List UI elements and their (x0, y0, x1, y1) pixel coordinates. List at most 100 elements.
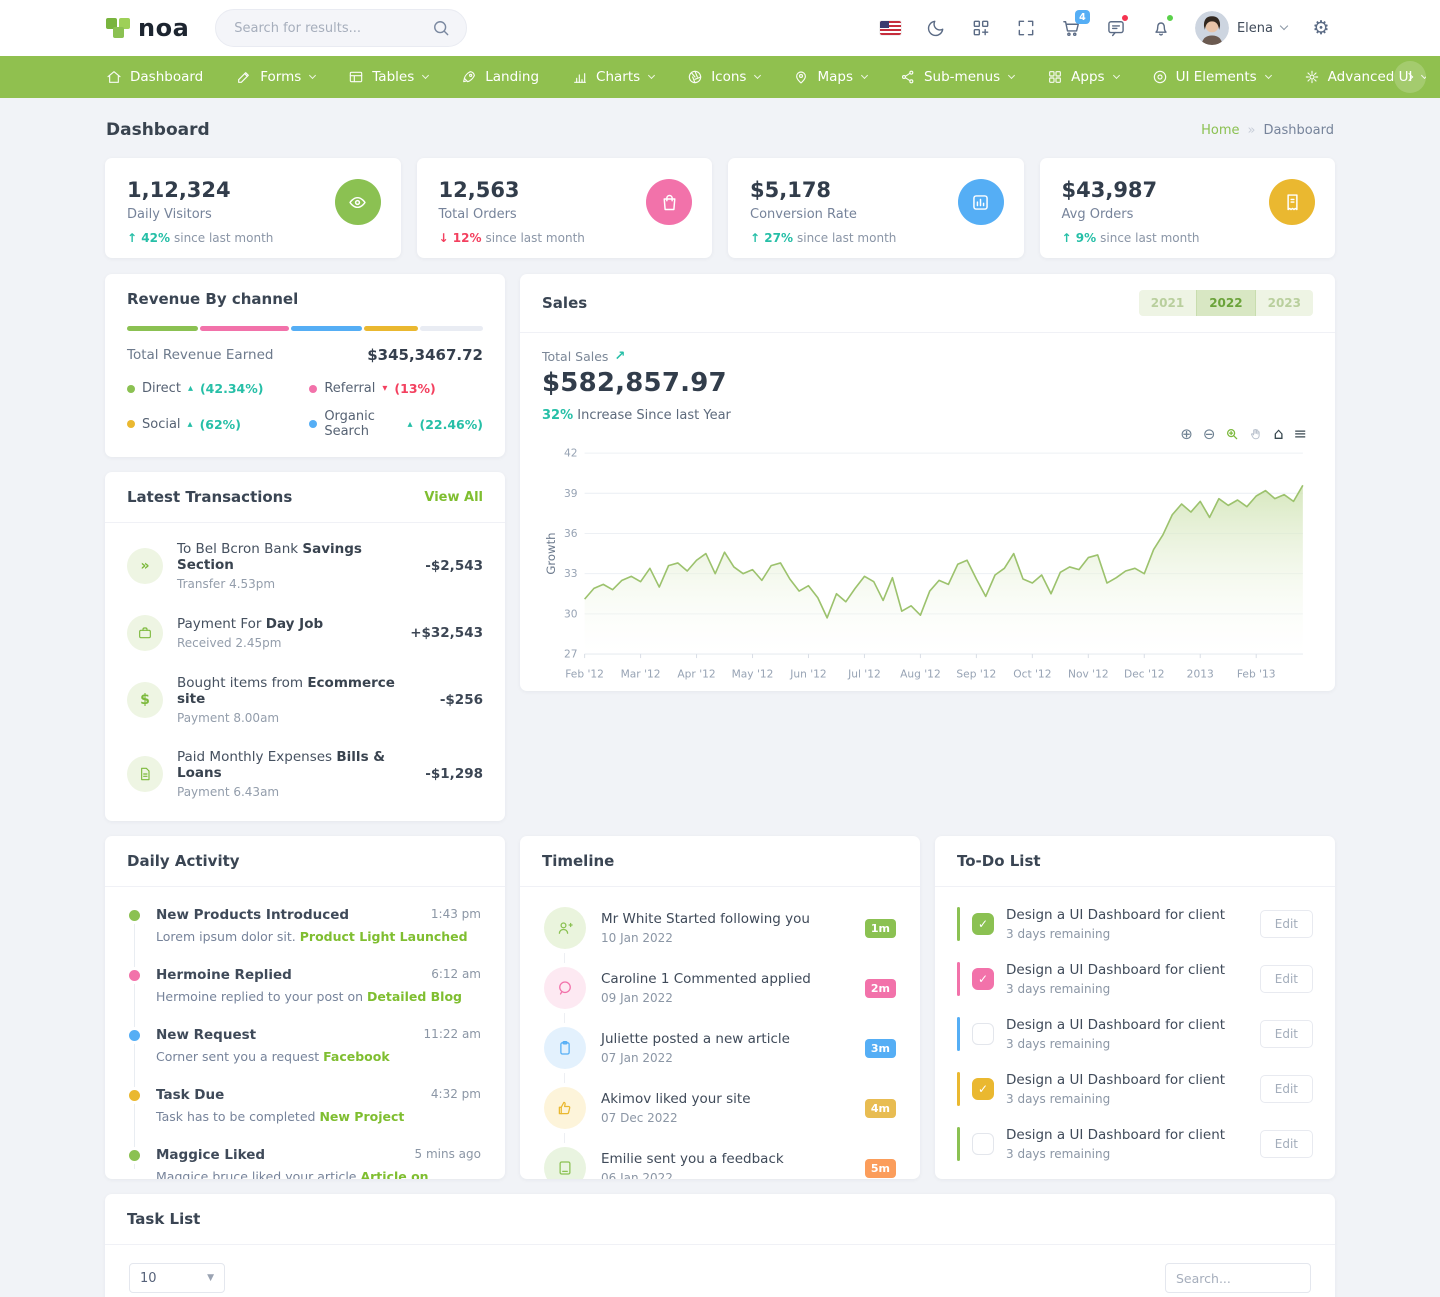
stat-delta: ↑ 9% since last month (1061, 231, 1200, 245)
nav-item-advanced-ui[interactable]: Advanced UI (1304, 69, 1426, 85)
revenue-card-title: Revenue By channel (127, 290, 299, 308)
transaction-amount: +$32,543 (410, 625, 483, 641)
fullscreen-icon[interactable] (1015, 17, 1037, 39)
nav-scroll-right-button[interactable] (1394, 61, 1426, 93)
svg-text:Oct '12: Oct '12 (1013, 667, 1051, 680)
transaction-row: Paid Monthly Expenses Bills & Loans Paym… (127, 737, 483, 811)
todo-checkbox[interactable]: ✓ (972, 1078, 994, 1100)
svg-text:May '12: May '12 (732, 667, 774, 680)
transaction-row: » To Bel Bcron Bank Savings Section Tran… (127, 529, 483, 603)
year-2021-button[interactable]: 2021 (1150, 296, 1185, 310)
stat-label: Total Orders (438, 207, 517, 222)
svg-text:Aug '12: Aug '12 (900, 667, 941, 680)
nav-item-dashboard[interactable]: Dashboard (106, 69, 203, 85)
header-search[interactable] (215, 9, 468, 47)
todo-item: ✓ Design a UI Dashboard for client 3 day… (957, 962, 1313, 996)
nav-item-maps[interactable]: Maps (793, 69, 869, 85)
edit-button[interactable]: Edit (1259, 1075, 1313, 1103)
svg-text:Mar '12: Mar '12 (621, 667, 661, 680)
zoom-out-icon[interactable]: ⊖ (1202, 424, 1216, 443)
stat-delta: ↑ 42% since last month (127, 231, 274, 245)
language-flag-icon[interactable] (880, 17, 902, 39)
legend-direct: Direct ▴ (42.34%) (127, 381, 309, 396)
page-size-select[interactable]: 10 ▼ (129, 1263, 225, 1293)
total-sales-label: Total Sales ↗ (542, 349, 626, 364)
timeline-item: Juliette posted a new article 07 Jan 202… (544, 1027, 896, 1069)
svg-text:Dec '12: Dec '12 (1124, 667, 1164, 680)
todo-list-card: To-Do List ✓ Design a UI Dashboard for c… (935, 836, 1335, 1179)
transaction-amount: -$1,298 (425, 766, 483, 782)
edit-button[interactable]: Edit (1259, 910, 1313, 938)
year-2023-button[interactable]: 2023 (1267, 296, 1301, 310)
breadcrumb-separator: » (1247, 122, 1256, 138)
svg-text:Jun '12: Jun '12 (789, 667, 826, 680)
stat-card-total-orders: 12,563 Total Orders ↓ 12% since last mont… (416, 158, 712, 258)
nav-item-landing[interactable]: Landing (461, 69, 539, 85)
home-reset-icon[interactable]: ⌂ (1273, 424, 1284, 443)
todo-checkbox[interactable]: ✓ (972, 968, 994, 990)
user-menu[interactable]: Elena (1194, 11, 1289, 45)
todo-checkbox[interactable] (972, 1133, 994, 1155)
svg-text:36: 36 (564, 527, 578, 540)
edit-button[interactable]: Edit (1259, 1130, 1313, 1158)
eye-icon (334, 179, 381, 225)
todo-checkbox[interactable] (972, 1023, 994, 1045)
gear-flower-icon (1305, 70, 1318, 84)
todo-checkbox[interactable]: ✓ (972, 913, 994, 935)
activity-link[interactable]: Product Light Launched (299, 929, 468, 944)
nav-item-ui-elements[interactable]: UI Elements (1152, 69, 1272, 85)
aperture-icon (688, 70, 702, 84)
messages-icon[interactable] (1105, 14, 1129, 39)
todo-item: Design a UI Dashboard for client 3 days … (957, 1017, 1313, 1051)
map-pin-icon (796, 71, 807, 84)
breadcrumb: Home » Dashboard (1201, 123, 1334, 138)
todo-accent-bar (957, 962, 960, 996)
pan-hand-icon[interactable] (1249, 427, 1263, 441)
view-all-link[interactable]: View All (424, 489, 483, 505)
search-icon[interactable] (430, 17, 452, 39)
activity-link[interactable]: Facebook (323, 1049, 390, 1064)
timeline-item: Caroline 1 Commented applied 09 Jan 2022… (544, 967, 896, 1009)
activity-link[interactable]: Detailed Blog (367, 989, 463, 1004)
cart-icon[interactable]: 4 (1060, 10, 1090, 39)
stat-card-avg-orders: $43,987 Avg Orders ↑ 9% since last month (1039, 158, 1335, 258)
selection-zoom-icon[interactable] (1225, 427, 1239, 441)
activity-dot (129, 1090, 140, 1101)
app-logo[interactable]: noa (106, 14, 189, 42)
edit-button[interactable]: Edit (1259, 965, 1313, 993)
breadcrumb-home-link[interactable]: Home (1201, 122, 1240, 138)
activity-link[interactable]: New Project (319, 1109, 405, 1124)
legend-dot (309, 384, 318, 393)
main-navigation: Dashboard Forms Tables Landing Charts Ic… (0, 56, 1440, 98)
page-title: Dashboard (106, 120, 210, 140)
timeline-title: Timeline (542, 852, 615, 870)
stat-value: $5,178 (750, 178, 832, 202)
dark-mode-moon-icon[interactable] (925, 17, 947, 39)
activity-link[interactable]: Article on Projects (360, 1169, 429, 1179)
settings-gear-icon[interactable]: ⚙ (1312, 17, 1330, 39)
table-search-input[interactable] (1165, 1263, 1311, 1293)
nav-item-apps[interactable]: Apps (1047, 69, 1120, 85)
stat-label: Daily Visitors (127, 207, 212, 222)
time-badge: 4m (864, 1098, 896, 1118)
apps-grid-icon[interactable] (970, 17, 992, 39)
notifications-bell-icon[interactable] (1150, 14, 1174, 39)
chart-menu-icon[interactable]: ≡ (1293, 424, 1307, 443)
search-input[interactable] (234, 20, 431, 36)
zoom-in-icon[interactable]: ⊕ (1180, 424, 1193, 443)
nav-item-charts[interactable]: Charts (572, 69, 656, 85)
nav-item-forms[interactable]: Forms (236, 69, 317, 85)
rocket-icon (463, 71, 476, 83)
edit-button[interactable]: Edit (1259, 1020, 1313, 1048)
time-badge: 2m (864, 978, 896, 998)
todo-item: Design a UI Dashboard for client 3 days … (957, 1127, 1313, 1161)
legend-referral: Referral ▾ (13%) (309, 381, 483, 396)
time-badge: 5m (864, 1158, 896, 1178)
timeline-item: Akimov liked your site 07 Dec 2022 4m (544, 1087, 896, 1129)
year-2022-button[interactable]: 2022 (1196, 290, 1256, 316)
todo-accent-bar (957, 1017, 960, 1051)
nav-item-tables[interactable]: Tables (348, 69, 430, 85)
nav-item-sub-menus[interactable]: Sub-menus (900, 69, 1016, 85)
nav-item-icons[interactable]: Icons (687, 69, 762, 85)
trend-up-icon: ▴ (407, 418, 413, 430)
